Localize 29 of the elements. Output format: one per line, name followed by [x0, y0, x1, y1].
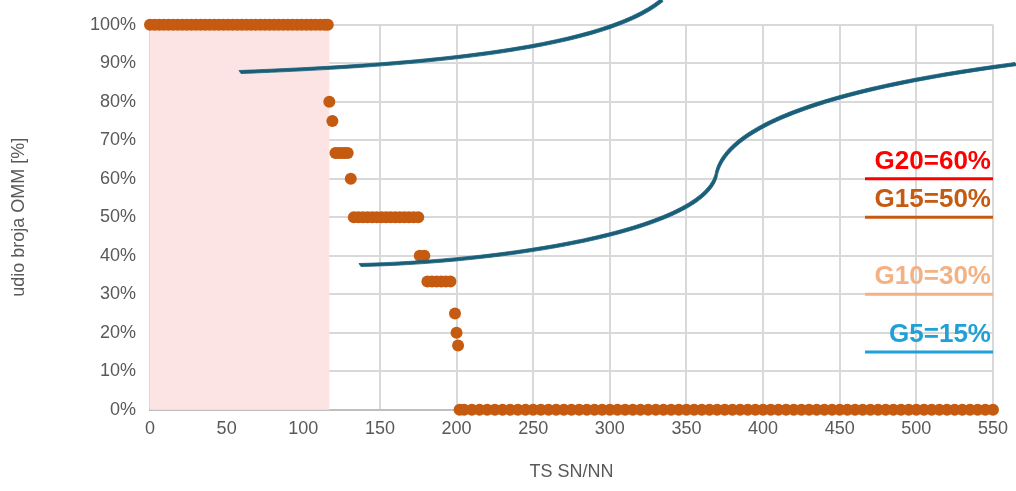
x-axis-title: TS SN/NN: [529, 461, 614, 482]
x-tick-label: 350: [671, 417, 702, 438]
y-tick-label: 20%: [99, 321, 136, 342]
x-tick-label: 300: [594, 417, 625, 438]
x-tick-label: 0: [144, 417, 156, 438]
ref-line-label: G20=60%: [874, 144, 991, 175]
y-tick-label: 90%: [99, 52, 136, 73]
y-axis-title: udio broja OMM [%]: [7, 137, 28, 297]
ref-line-label: G15=50%: [874, 183, 991, 214]
ref-line-label: G5=15%: [889, 318, 991, 349]
y-tick-label: 50%: [99, 206, 136, 227]
x-tick-label: 250: [518, 417, 549, 438]
x-tick-label: 150: [364, 417, 395, 438]
x-tick-label: 100: [288, 417, 319, 438]
y-tick-label: 80%: [99, 90, 136, 111]
y-tick-label: 10%: [99, 360, 136, 381]
x-tick-label: 500: [901, 417, 932, 438]
x-tick-label: 200: [441, 417, 472, 438]
y-tick-label: 100%: [89, 13, 136, 34]
y-tick-label: 60%: [99, 167, 136, 188]
x-tick-label: 50: [216, 417, 237, 438]
y-tick-label: 70%: [99, 129, 136, 150]
y-tick-label: 40%: [99, 244, 136, 265]
ref-line-label: G10=30%: [874, 260, 991, 291]
x-tick-label: 550: [977, 417, 1009, 438]
x-tick-label: 450: [824, 417, 855, 438]
y-tick-label: 30%: [99, 283, 136, 304]
y-tick-label: 0%: [109, 398, 136, 419]
x-tick-label: 400: [748, 417, 779, 438]
